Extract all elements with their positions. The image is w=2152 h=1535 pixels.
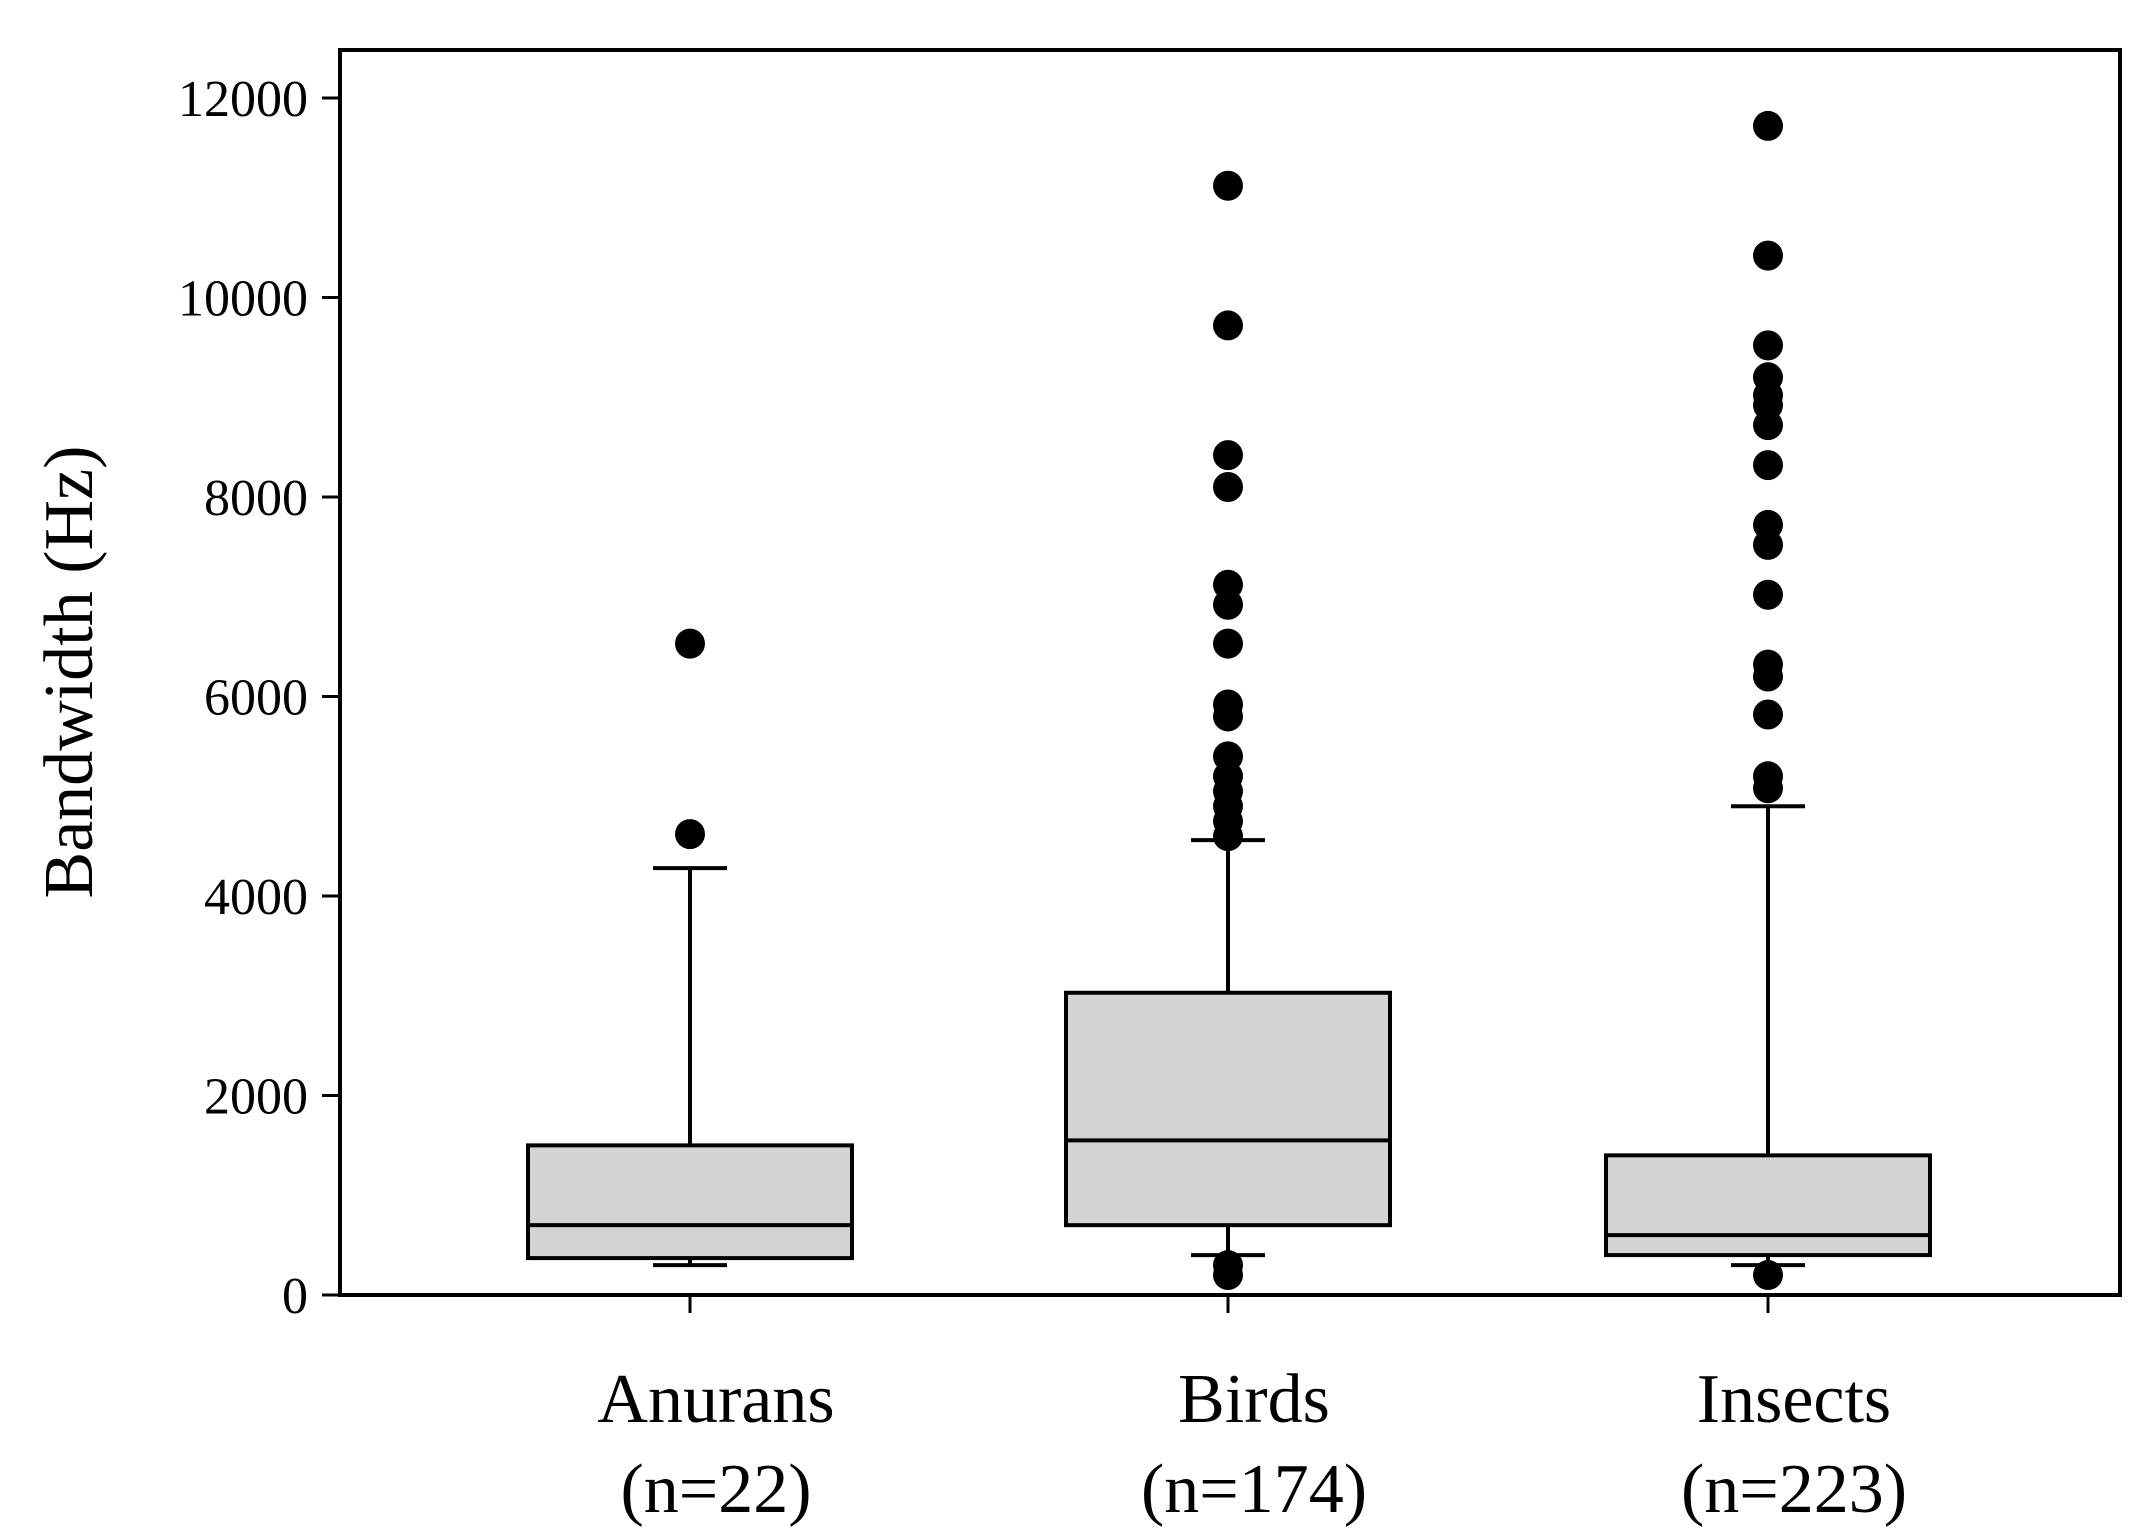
y-tick-label: 4000 [204, 869, 308, 926]
outlier-point [1213, 741, 1243, 772]
category-label: Insects [1697, 1361, 1891, 1438]
outlier-point [1753, 509, 1783, 540]
y-axis-title: Bandwidth (Hz) [31, 446, 108, 899]
outlier-point [1213, 569, 1243, 600]
outlier-point [1753, 450, 1783, 481]
outlier-point [675, 628, 705, 659]
box-group-birds [1064, 170, 1392, 1291]
plot-frame [338, 48, 2122, 1297]
y-axis-ticks: 0 2000 4000 6000 8000 10000 12000 [178, 71, 1770, 1325]
outlier-point [1213, 440, 1243, 471]
outlier-point [1213, 170, 1243, 201]
outlier-point [675, 819, 705, 850]
category-label: Anurans [597, 1361, 834, 1438]
outlier-point [1213, 1250, 1243, 1281]
iqr-box [1064, 990, 1392, 1228]
y-tick-label: 12000 [178, 71, 308, 128]
outlier-point [1753, 649, 1783, 680]
box-group-insects [1604, 110, 1932, 1291]
outlier-point [1753, 362, 1783, 393]
outlier-point [1753, 110, 1783, 141]
outlier-point [1213, 472, 1243, 503]
category-n-label: (n=22) [620, 1451, 811, 1528]
category-n-label: (n=223) [1681, 1451, 1907, 1528]
category-n-label: (n=174) [1141, 1451, 1367, 1528]
box-group-anurans [526, 628, 854, 1268]
outlier-point [1753, 240, 1783, 271]
outlier-point [1213, 689, 1243, 720]
iqr-box [526, 1143, 854, 1261]
outlier-point [1753, 330, 1783, 361]
outlier-point [1753, 761, 1783, 792]
outlier-point [1753, 699, 1783, 730]
outlier-point [1753, 579, 1783, 610]
category-label: Birds [1178, 1361, 1330, 1438]
outlier-point [1213, 628, 1243, 659]
y-tick-label: 10000 [178, 271, 308, 328]
x-axis-categories: Anurans (n=22) Birds (n=174) Insects (n=223) [597, 1361, 1907, 1528]
y-tick-label: 8000 [204, 470, 308, 527]
y-tick-label: 2000 [204, 1069, 308, 1126]
y-tick-label: 6000 [204, 670, 308, 727]
iqr-box [1604, 1153, 1932, 1258]
plot-marks [526, 110, 1932, 1291]
outlier-point [1213, 310, 1243, 341]
y-tick-label: 0 [282, 1268, 308, 1325]
outlier-point [1753, 1260, 1783, 1291]
